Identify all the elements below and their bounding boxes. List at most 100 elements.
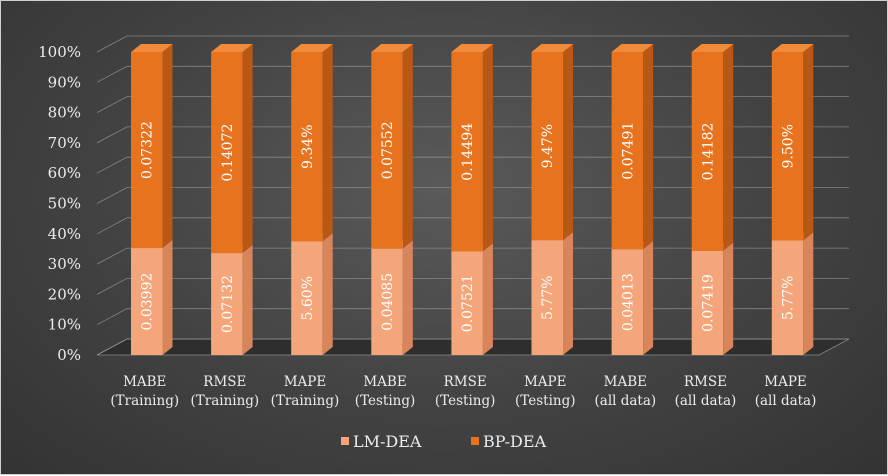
bar-side-bp-dea — [643, 44, 654, 250]
bar-side-bp-dea — [242, 44, 253, 254]
gridline — [96, 277, 849, 295]
y-tick-label: 30% — [48, 255, 81, 273]
bar-side-bp-dea — [723, 44, 734, 251]
x-category-label: (Training) — [110, 393, 179, 409]
bar-side-bp-dea — [162, 44, 173, 249]
y-tick-label: 80% — [48, 104, 81, 122]
bar-top-bp-dea — [211, 44, 253, 52]
gridline — [96, 156, 849, 174]
bar-side-lm-dea — [322, 233, 333, 355]
y-tick-label: 40% — [48, 225, 81, 243]
bar-lm-dea — [291, 241, 323, 355]
gridline — [96, 338, 849, 356]
data-label-bp-dea: 0.14494 — [460, 123, 476, 181]
data-label-bp-dea: 9.50% — [781, 124, 797, 168]
gridline — [96, 247, 849, 265]
bar-bp-dea — [771, 52, 804, 241]
bar-lm-dea — [691, 250, 724, 355]
y-tick-label: 20% — [48, 285, 81, 303]
x-category-label: MAPE — [764, 374, 807, 390]
gridline — [96, 308, 849, 326]
data-label-bp-dea: 0.14072 — [220, 124, 236, 182]
legend-bp-dea-label: BP-DEA — [483, 432, 547, 451]
bar-bp-dea — [371, 52, 403, 249]
bar-lm-dea — [451, 251, 483, 355]
bar-lm-dea — [531, 240, 563, 355]
x-category-label: MAPE — [284, 374, 327, 390]
gridline — [96, 65, 849, 83]
x-category-label: RMSE — [444, 374, 487, 390]
y-tick-label: 90% — [48, 73, 81, 91]
x-category-label: RMSE — [684, 374, 727, 390]
data-label-bp-dea: 0.14182 — [700, 123, 716, 181]
bar-top-bp-dea — [451, 44, 493, 52]
bar-side-lm-dea — [723, 242, 734, 355]
bar-lm-dea — [771, 240, 804, 355]
data-label-lm-dea: 0.07132 — [220, 275, 236, 333]
data-label-lm-dea: 0.07419 — [700, 274, 716, 332]
x-category-label: MAPE — [524, 374, 567, 390]
data-label-lm-dea: 5.77% — [781, 276, 797, 320]
data-label-bp-dea: 0.07322 — [140, 121, 156, 179]
data-label-lm-dea: 0.04013 — [620, 273, 636, 331]
data-label-lm-dea: 5.60% — [300, 276, 316, 320]
bar-bp-dea — [611, 52, 644, 250]
legend-lm-dea-swatch — [341, 437, 349, 445]
data-label-bp-dea: 9.34% — [300, 124, 316, 168]
bar-side-lm-dea — [402, 240, 413, 355]
bar-side-lm-dea — [162, 240, 173, 355]
bar-side-lm-dea — [803, 232, 814, 355]
x-axis-categories: MABE (Training) RMSE (Training) MAPE (Trainin… — [110, 374, 816, 409]
data-label-lm-dea: 0.03992 — [140, 273, 156, 331]
bar-lm-dea — [211, 253, 243, 355]
bar-side-bp-dea — [563, 44, 573, 241]
bar-side-bp-dea — [322, 44, 333, 242]
y-tick-label: 60% — [48, 164, 81, 182]
bar-side-lm-dea — [242, 245, 253, 355]
x-category-label: (Training) — [271, 393, 340, 409]
data-label-lm-dea: 5.77% — [540, 275, 556, 319]
bar-bp-dea — [131, 52, 163, 249]
bar-top-bp-dea — [291, 44, 333, 52]
bar-top-bp-dea — [531, 44, 573, 52]
data-label-bp-dea: 9.47% — [540, 124, 556, 168]
gridline — [96, 187, 849, 204]
bar-bp-dea — [211, 52, 243, 254]
gridline — [96, 126, 849, 144]
bar-side-bp-dea — [402, 44, 413, 249]
bar-top-bp-dea — [371, 44, 413, 52]
bar-bp-dea — [291, 52, 323, 242]
y-axis-ticks: 0% 10% 20% 30% 40% 50% 60% 70% 80% 90% 100% — [38, 43, 81, 364]
data-label-lm-dea: 0.04085 — [380, 273, 396, 331]
legend-bp-dea-swatch — [471, 437, 479, 445]
bar-top-bp-dea — [611, 44, 654, 52]
bar-side-lm-dea — [482, 243, 493, 355]
gridline — [96, 35, 849, 53]
x-category-label: (all data) — [675, 393, 737, 409]
x-category-label: (Training) — [190, 393, 259, 409]
bar-side-bp-dea — [803, 44, 814, 241]
bar-side-bp-dea — [482, 44, 493, 252]
y-tick-label: 10% — [48, 316, 81, 334]
bar-bp-dea — [691, 52, 724, 251]
data-label-bp-dea: 0.07552 — [380, 121, 396, 179]
bar-lm-dea — [371, 248, 403, 355]
y-tick-label: 70% — [48, 134, 81, 152]
bar-lm-dea — [131, 248, 163, 355]
x-category-label: MABE — [363, 374, 406, 390]
y-tick-label: 100% — [38, 43, 81, 61]
gridlines — [96, 35, 849, 356]
bar-side-lm-dea — [643, 241, 654, 355]
x-category-label: RMSE — [203, 374, 246, 390]
y-tick-label: 50% — [48, 195, 81, 213]
legend: LM-DEA BP-DEA — [341, 432, 547, 451]
bars — [131, 44, 814, 355]
bar-side-lm-dea — [563, 232, 573, 355]
x-category-label: (all data) — [595, 393, 657, 409]
legend-lm-dea-label: LM-DEA — [353, 432, 422, 451]
bar-top-bp-dea — [771, 44, 814, 52]
bar-top-bp-dea — [131, 44, 173, 52]
data-label-bp-dea: 0.07491 — [620, 122, 636, 180]
